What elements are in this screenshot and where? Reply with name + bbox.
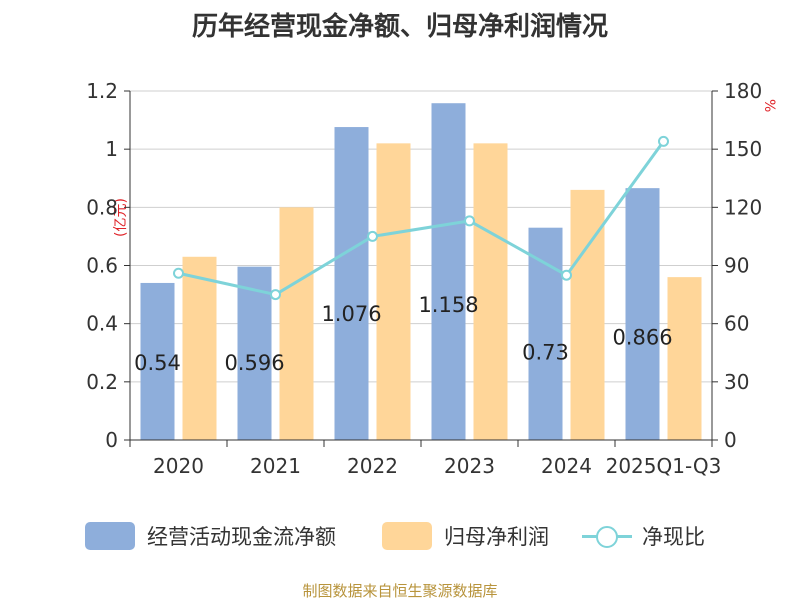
source-note: 制图数据来自恒生聚源数据库 [302,582,498,600]
legend-swatch-bar-orange [382,522,432,550]
data-label-operating-cash-flow: 0.866 [612,325,672,349]
bar-net-profit [376,143,411,440]
line-point-cash-ratio [270,289,281,301]
left-axis-tick-label: 1 [105,137,118,161]
bar-operating-cash-flow [528,227,563,440]
data-label-operating-cash-flow: 0.54 [134,351,181,375]
left-axis-tick-label: 0.2 [86,370,118,394]
bar-net-profit [473,143,508,440]
bar-operating-cash-flow [334,127,369,441]
bar-operating-cash-flow [237,266,272,440]
bar-operating-cash-flow [625,188,660,440]
line-point-cash-ratio [658,135,669,147]
right-axis-tick-label: 0 [724,428,737,452]
x-axis-tick-label: 2020 [153,454,204,478]
left-axis-tick-label: 0.8 [86,195,118,219]
x-axis-tick-label: 2021 [250,454,301,478]
left-axis-tick-label: 1.2 [86,79,118,103]
bar-net-profit [279,207,314,440]
line-point-cash-ratio [173,267,184,279]
legend-line-marker-icon [582,522,632,550]
bar-net-profit [667,277,702,440]
left-axis-tick-label: 0.4 [86,312,118,336]
data-label-operating-cash-flow: 1.158 [418,293,478,317]
right-axis-tick-label: 120 [724,195,762,219]
line-cash-ratio [178,140,665,297]
right-axis-tick-label: 60 [724,312,749,336]
legend-item-cash-ratio[interactable]: 净现比 [582,518,705,554]
right-axis-tick-label: 30 [724,370,749,394]
right-axis-tick-label: 180 [724,79,762,103]
x-axis-tick-label: 2022 [347,454,398,478]
data-label-operating-cash-flow: 1.076 [321,302,381,326]
line-point-cash-ratio [561,269,572,281]
left-axis-tick-label: 0 [105,428,118,452]
right-axis-tick-label: 150 [724,137,762,161]
bar-operating-cash-flow [431,103,466,440]
chart-legend: 经营活动现金流净额 归母净利润 净现比 [0,518,800,554]
right-axis-tick-label: 90 [724,254,749,278]
data-label-operating-cash-flow: 0.596 [224,351,284,375]
bar-operating-cash-flow [140,282,175,440]
data-label-operating-cash-flow: 0.73 [522,340,569,364]
legend-swatch-bar-blue [85,522,135,550]
legend-item-operating-cash-flow[interactable]: 经营活动现金流净额 [85,518,336,554]
left-axis-tick-label: 0.6 [86,254,118,278]
line-point-cash-ratio [464,215,475,227]
bar-net-profit [182,256,217,440]
legend-label: 归母净利润 [444,525,549,549]
line-point-cash-ratio [367,230,378,242]
legend-label: 经营活动现金流净额 [147,525,336,549]
chart-title: 历年经营现金净额、归母净利润情况 [191,12,608,42]
legend-label: 净现比 [642,525,705,549]
legend-item-net-profit[interactable]: 归母净利润 [382,518,549,554]
x-axis-tick-label: 2024 [541,454,592,478]
x-axis-tick-label: 2025Q1-Q3 [606,454,722,478]
x-axis-tick-label: 2023 [444,454,495,478]
